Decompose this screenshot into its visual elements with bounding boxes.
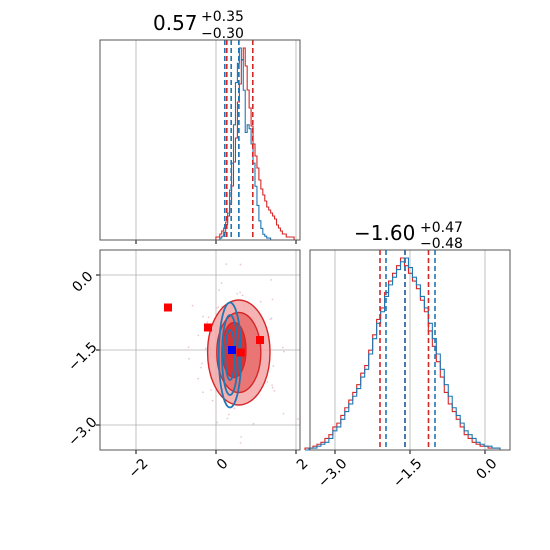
- scatter-sample-point: [233, 407, 236, 410]
- scatter-sample-point: [239, 442, 242, 444]
- scatter-sample-point: [282, 412, 285, 415]
- title-param2: −1.60 +0.47 −0.48: [354, 220, 463, 252]
- title-param2-plus: +0.47: [420, 220, 463, 236]
- title-param1: 0.57 +0.35 −0.30: [153, 9, 244, 42]
- scatter-ytick-label: 0.0: [69, 269, 96, 296]
- scatter-sample-point: [269, 318, 272, 321]
- title-param2-median: −1.60: [354, 221, 415, 245]
- scatter-sample-point: [216, 421, 219, 424]
- scatter-sample-point: [211, 399, 214, 402]
- scatter-frame: [99, 249, 301, 451]
- scatter-sample-point: [206, 321, 209, 324]
- scatter-sample-point: [236, 292, 238, 295]
- scatter-sample-point: [241, 294, 244, 297]
- scatter-sample-point: [204, 347, 207, 350]
- red-marker: [236, 348, 245, 357]
- scatter-sample-point: [215, 307, 218, 310]
- title-param1-median: 0.57: [153, 11, 198, 35]
- scatter-xtick-label: −2: [126, 456, 152, 482]
- title-param1-minus: −0.30: [201, 26, 244, 42]
- scatter-sample-point: [200, 366, 202, 369]
- histogram-param1-panel: [99, 39, 301, 244]
- scatter-sample-point: [272, 364, 275, 367]
- scatter-sample-point: [201, 362, 203, 365]
- hist2-blue-series: [305, 257, 501, 451]
- scatter-ytick-label: −3.0: [65, 414, 100, 449]
- blue-marker: [228, 346, 236, 354]
- scatter-sample-point: [191, 304, 194, 307]
- scatter-sample-point: [188, 357, 190, 360]
- scatter-sample-point: [270, 278, 272, 281]
- scatter-sample-point: [273, 389, 276, 392]
- scatter-sample-point: [210, 389, 212, 391]
- scatter-sample-point: [283, 350, 285, 353]
- scatter-sample-point: [220, 282, 223, 284]
- scatter-ytick-label: −1.5: [65, 339, 100, 374]
- scatter-sample-point: [202, 315, 204, 318]
- scatter-sample-point: [217, 306, 220, 309]
- blue-contour-level: [224, 329, 236, 381]
- scatter-sample-point: [240, 436, 243, 438]
- red-marker: [204, 323, 212, 332]
- scatter-sample-point: [215, 411, 218, 414]
- histogram-param2-panel: −3.0 −1.5 0.0: [304, 249, 511, 491]
- scatter-sample-point: [271, 384, 273, 387]
- scatter-xtick-label: 2: [294, 456, 312, 474]
- hist2-tick-label: −3.0: [315, 456, 350, 491]
- scatter-sample-point: [266, 380, 269, 383]
- title-param2-minus: −0.48: [420, 236, 463, 252]
- scatter-sample-point: [197, 377, 200, 380]
- scatter-sample-point: [197, 334, 200, 337]
- scatter-sample-point: [239, 291, 241, 294]
- hist1-frame: [99, 39, 301, 241]
- scatter-sample-point: [207, 316, 210, 319]
- scatter-sample-point: [187, 346, 190, 349]
- scatter-sample-point: [271, 386, 274, 389]
- scatter-sample-point: [227, 413, 230, 416]
- scatter-sample-point: [259, 300, 262, 303]
- title-param1-plus: +0.35: [201, 9, 244, 25]
- scatter-sample-point: [252, 422, 255, 425]
- hist2-tick-label: −1.5: [390, 456, 425, 491]
- scatter-2d-panel: −2 0 2 −3.0 −1.5 0.0: [65, 249, 312, 482]
- scatter-sample-point: [239, 263, 242, 266]
- scatter-sample-point: [202, 391, 204, 394]
- hist2-tick-label: 0.0: [473, 456, 500, 483]
- scatter-sample-point: [297, 418, 300, 420]
- hist2-frame: [309, 249, 511, 451]
- scatter-sample-point: [271, 298, 274, 301]
- scatter-sample-point: [281, 346, 284, 349]
- scatter-sample-point: [226, 417, 229, 420]
- red-marker: [256, 336, 264, 344]
- scatter-sample-point: [225, 263, 228, 266]
- red-marker: [164, 303, 172, 312]
- scatter-sample-point: [218, 289, 220, 291]
- scatter-xtick-label: 0: [214, 456, 232, 474]
